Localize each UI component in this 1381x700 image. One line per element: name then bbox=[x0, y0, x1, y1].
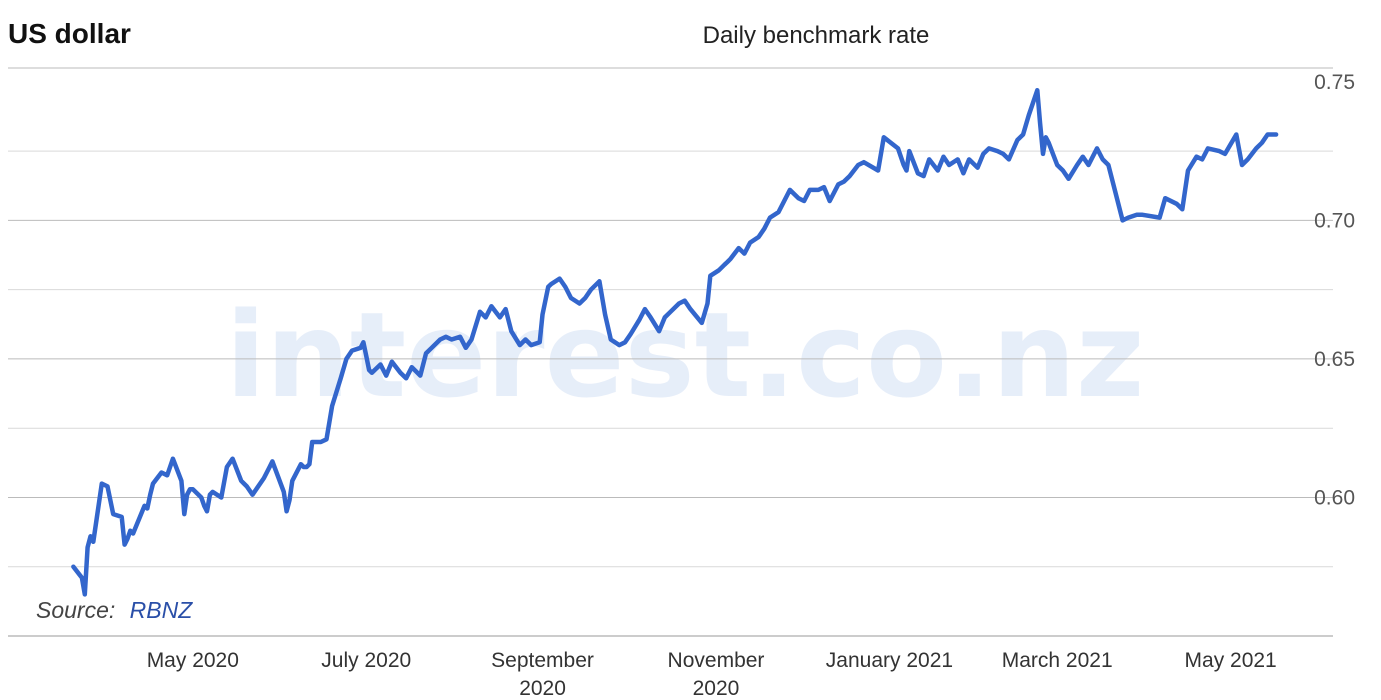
chart-subtitle: Daily benchmark rate bbox=[703, 22, 930, 49]
x-tick-label: September 2020 bbox=[491, 649, 594, 700]
x-tick-label: January 2021 bbox=[826, 649, 953, 672]
y-tick-label: 0.75 bbox=[1314, 71, 1355, 94]
y-tick-label: 0.65 bbox=[1314, 348, 1355, 371]
y-axis-ticks: 0.60 0.65 0.70 0.75 bbox=[1314, 71, 1355, 510]
x-axis-ticks: May 2020 July 2020 September 2020 November 20… bbox=[147, 649, 1277, 700]
grid bbox=[8, 67, 1333, 637]
x-tick-label: March 2021 bbox=[1002, 649, 1113, 672]
series-line bbox=[71, 87, 1279, 597]
y-tick-label: 0.60 bbox=[1314, 486, 1355, 509]
source-link[interactable]: RBNZ bbox=[130, 597, 194, 623]
x-tick-label: May 2021 bbox=[1185, 649, 1277, 672]
x-tick-label: May 2020 bbox=[147, 649, 239, 672]
x-tick-label: July 2020 bbox=[321, 649, 411, 672]
source-prefix: Source: bbox=[36, 597, 115, 623]
y-tick-label: 0.70 bbox=[1314, 209, 1355, 232]
watermark: interest.co.nz bbox=[225, 286, 1144, 424]
x-tick-label: November 2020 bbox=[668, 649, 765, 700]
source-note: Source: RBNZ bbox=[36, 597, 193, 623]
chart-title: US dollar bbox=[8, 18, 131, 49]
